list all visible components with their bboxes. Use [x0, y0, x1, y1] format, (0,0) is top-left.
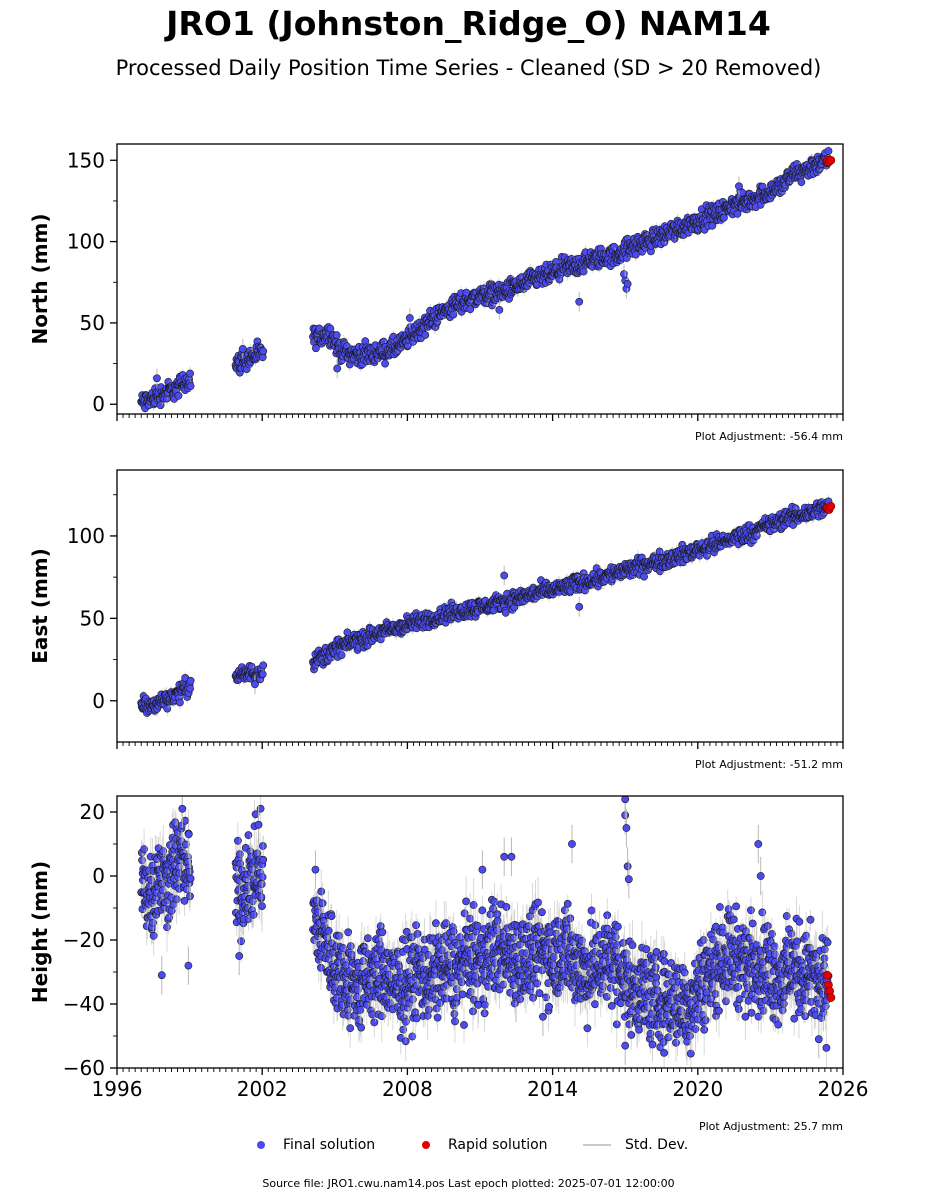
plot-frame [117, 144, 843, 414]
final-solution-point [334, 365, 341, 372]
time-series-figure: 0 50 100 150 North (mm) Plot Adjustment: -56.… [0, 0, 937, 1200]
final-solution-point [338, 652, 345, 659]
final-solution-point [175, 392, 182, 399]
final-solution-point [450, 311, 457, 318]
final-solution-point [153, 375, 160, 382]
final-solution-point [187, 383, 194, 390]
final-solution-point [641, 573, 648, 580]
rapid-solution-point [827, 156, 835, 164]
final-solution-point [624, 280, 631, 287]
final-solution-point [720, 214, 727, 221]
final-solution-point [576, 298, 583, 305]
final-solution-point [176, 699, 183, 706]
final-solution-point [260, 348, 267, 355]
final-solution-point [422, 331, 429, 338]
data-layer [138, 146, 835, 413]
final-solution-point [798, 179, 805, 186]
y-tick-label: 50 [80, 311, 105, 335]
final-solution-point [187, 685, 194, 692]
y-tick-label: 150 [67, 148, 105, 172]
y-tick-label: 0 [92, 392, 105, 416]
final-solution-point [259, 671, 266, 678]
final-solution-point [187, 370, 194, 377]
final-solution-point [620, 271, 627, 278]
final-solution-point [735, 183, 742, 190]
y-axis-label: North (mm) [28, 213, 52, 344]
y-tick-label: 100 [67, 230, 105, 254]
final-solution-point [825, 147, 832, 154]
final-solution-point [187, 677, 194, 684]
final-solution-point [496, 306, 503, 313]
data-layer [138, 495, 835, 719]
final-solution-point [260, 662, 267, 669]
final-solution-point [157, 402, 164, 409]
panel-0: 0 50 100 150 North (mm) Plot Adjustment: -56.… [28, 144, 843, 443]
final-solution-point [382, 360, 389, 367]
final-solution-point [239, 345, 246, 352]
final-solution-point [406, 314, 413, 321]
plot-adjustment-label: Plot Adjustment: -56.4 mm [695, 430, 843, 443]
final-solution-point [333, 332, 340, 339]
